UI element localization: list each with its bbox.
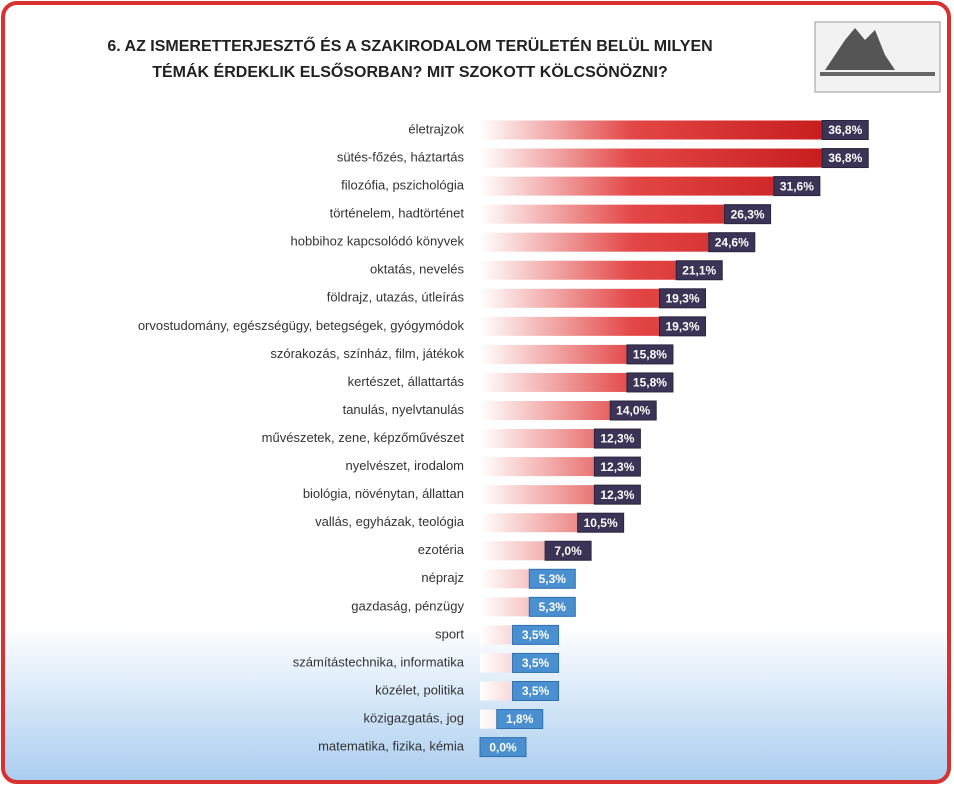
bar xyxy=(480,681,513,701)
bar xyxy=(480,513,578,533)
value-label: 7,0% xyxy=(554,544,582,558)
bar xyxy=(480,429,595,449)
value-label: 5,3% xyxy=(539,572,567,586)
value-label: 0,0% xyxy=(489,740,517,754)
bar xyxy=(480,260,677,280)
category-label: földrajz, utazás, útleírás xyxy=(327,290,465,305)
bar xyxy=(480,176,774,196)
value-label: 3,5% xyxy=(522,684,550,698)
bar xyxy=(480,372,627,392)
value-box xyxy=(724,204,772,225)
value-box xyxy=(609,400,657,421)
value-box xyxy=(577,512,625,533)
bar xyxy=(480,625,513,645)
category-label: közélet, politika xyxy=(375,682,465,697)
value-label: 3,5% xyxy=(522,656,550,670)
value-label: 1,8% xyxy=(506,712,534,726)
value-label: 24,6% xyxy=(715,235,749,249)
value-box xyxy=(626,372,674,393)
bar xyxy=(480,232,709,252)
value-box xyxy=(593,428,641,449)
category-label: oktatás, nevelés xyxy=(370,262,464,277)
value-box xyxy=(658,288,706,309)
chart-title: TÉMÁK ÉRDEKLIK ELSŐSORBAN? MIT SZOKOTT K… xyxy=(152,62,668,81)
value-label: 36,8% xyxy=(828,151,862,165)
bar xyxy=(480,204,725,224)
category-label: sütés-főzés, háztartás xyxy=(337,149,465,164)
value-label: 36,8% xyxy=(828,123,862,137)
value-label: 21,1% xyxy=(682,263,716,277)
bar xyxy=(480,653,513,673)
value-label: 12,3% xyxy=(600,460,634,474)
value-box xyxy=(544,540,592,561)
bar xyxy=(480,457,595,477)
value-label: 3,5% xyxy=(522,628,550,642)
chart-title: 6. AZ ISMERETTERJESZTŐ ÉS A SZAKIRODALOM… xyxy=(107,36,712,55)
value-box xyxy=(658,316,706,337)
value-label: 14,0% xyxy=(616,404,650,418)
bar xyxy=(480,288,660,308)
value-box xyxy=(708,232,756,253)
category-label: sport xyxy=(435,626,464,641)
value-label: 12,3% xyxy=(600,488,634,502)
bar xyxy=(480,316,660,336)
value-box xyxy=(512,681,560,701)
bar xyxy=(480,485,595,505)
value-label: 15,8% xyxy=(633,376,667,390)
category-label: számítástechnika, informatika xyxy=(293,654,465,669)
value-label: 19,3% xyxy=(665,291,699,305)
value-box xyxy=(675,260,723,281)
category-label: nyelvészet, irodalom xyxy=(346,458,465,473)
bar xyxy=(480,709,497,729)
category-label: művészetek, zene, képzőművészet xyxy=(262,430,465,445)
value-box xyxy=(593,456,641,477)
value-label: 12,3% xyxy=(600,432,634,446)
bar xyxy=(480,401,611,420)
value-label: 26,3% xyxy=(731,207,765,221)
value-box xyxy=(496,709,544,730)
logo xyxy=(814,21,941,93)
category-label: szórakozás, színház, film, játékok xyxy=(270,346,464,361)
value-label: 31,6% xyxy=(780,179,814,193)
category-label: orvostudomány, egészségügy, betegségek, … xyxy=(138,318,465,333)
category-label: biológia, növénytan, állattan xyxy=(303,486,464,501)
category-label: közigazgatás, jog xyxy=(364,710,464,725)
value-box xyxy=(821,120,869,140)
value-label: 19,3% xyxy=(665,320,699,334)
value-box xyxy=(512,624,560,645)
value-box xyxy=(773,176,821,197)
value-box xyxy=(528,596,576,617)
category-label: filozófia, pszichológia xyxy=(341,178,465,193)
value-box xyxy=(528,568,576,589)
bar xyxy=(480,148,823,168)
bar xyxy=(480,120,823,140)
bar xyxy=(480,569,530,589)
value-box xyxy=(479,737,527,758)
category-label: tanulás, nyelvtanulás xyxy=(343,402,465,417)
value-label: 15,8% xyxy=(633,348,667,362)
value-box xyxy=(512,652,560,673)
value-label: 10,5% xyxy=(584,516,618,530)
value-label: 5,3% xyxy=(539,600,567,614)
value-box xyxy=(626,344,674,365)
category-label: vallás, egyházak, teológia xyxy=(315,514,465,529)
category-label: ezotéria xyxy=(418,542,465,557)
value-box xyxy=(593,484,641,505)
bar xyxy=(480,344,627,364)
category-label: kertészet, állattartás xyxy=(348,374,465,389)
bar xyxy=(480,541,546,561)
value-box xyxy=(821,148,869,169)
category-label: hobbihoz kapcsolódó könyvek xyxy=(291,234,465,249)
category-label: életrajzok xyxy=(408,121,464,136)
category-label: történelem, hadtörténet xyxy=(330,206,465,221)
category-label: gazdaság, pénzügy xyxy=(351,598,464,613)
bar xyxy=(480,597,530,617)
category-label: néprajz xyxy=(421,570,464,585)
category-label: matematika, fizika, kémia xyxy=(318,739,465,754)
